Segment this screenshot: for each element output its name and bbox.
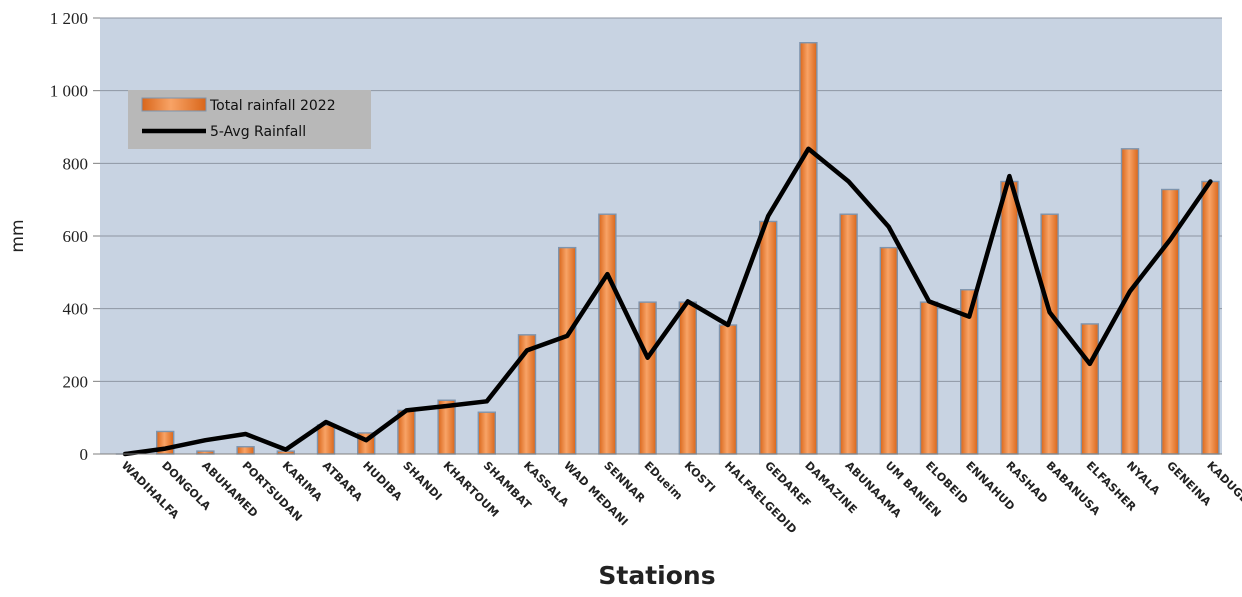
legend-label-bars: Total rainfall 2022 <box>209 98 336 114</box>
y-tick-label: 800 <box>63 154 89 173</box>
y-tick-label: 1 000 <box>50 82 88 101</box>
x-tick-label: SHANDI <box>400 459 444 503</box>
bar <box>558 246 577 455</box>
x-tick-label: HALFAELGEDID <box>722 459 799 536</box>
y-axis-ticks: 0 200 400 600 800 1 000 1 200 <box>50 9 88 464</box>
bar <box>919 301 939 455</box>
x-axis-title: Stations <box>598 561 715 590</box>
bar <box>1040 213 1059 455</box>
legend: Total rainfall 2022 5-Avg Rainfall <box>128 90 371 149</box>
x-tick-label: KOSTI <box>682 459 718 495</box>
x-tick-label: NYALA <box>1124 459 1163 498</box>
bar <box>879 246 898 455</box>
bar <box>638 301 657 455</box>
y-tick-label: 400 <box>63 300 89 319</box>
bar <box>1000 180 1019 455</box>
x-axis-ticks: WADIHALFADONGOLAABUHAMEDPORTSUDANKARIMAA… <box>119 459 1242 536</box>
legend-swatch-bars <box>141 97 207 112</box>
y-tick-label: 200 <box>63 372 89 391</box>
bar <box>799 42 818 455</box>
bar <box>839 213 858 455</box>
bar <box>1201 180 1220 455</box>
bar <box>759 220 778 455</box>
legend-label-line: 5-Avg Rainfall <box>210 124 306 140</box>
gridlines <box>93 17 1222 455</box>
bar <box>598 213 617 455</box>
x-tick-label: EDueim <box>641 459 685 503</box>
bar <box>236 446 255 455</box>
y-tick-label: 600 <box>63 227 89 246</box>
bar <box>1080 323 1100 455</box>
y-tick-label: 1 200 <box>50 9 88 28</box>
bar <box>718 324 738 455</box>
bar <box>678 301 697 455</box>
bar <box>316 424 336 455</box>
x-tick-label: HUDIBA <box>360 459 405 504</box>
avg-line-series <box>122 146 1213 457</box>
bar <box>477 411 496 455</box>
y-axis-title: mm <box>8 219 28 252</box>
x-tick-label: ATBARA <box>320 459 365 504</box>
y-tick-label: 0 <box>80 445 89 464</box>
